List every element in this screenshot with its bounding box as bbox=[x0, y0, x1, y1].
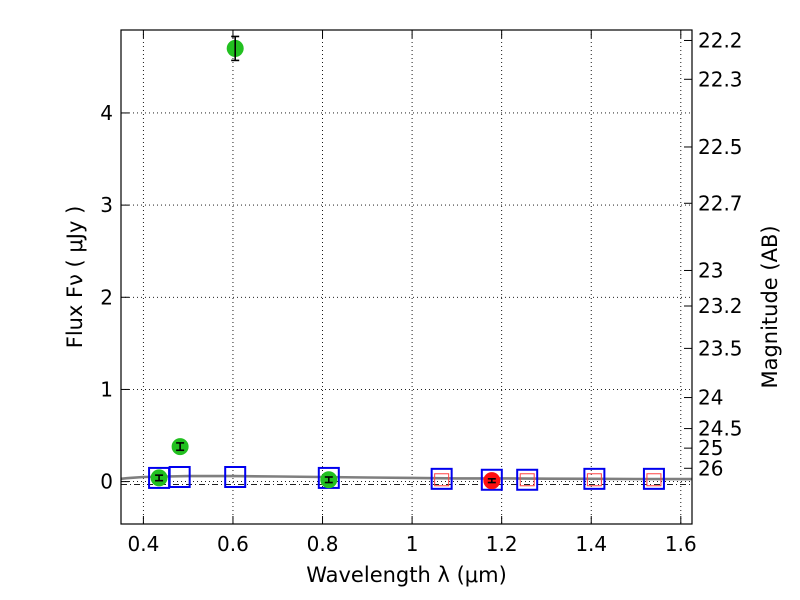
model-square-blue-4 bbox=[430, 467, 453, 490]
right-tick-label: 22.5 bbox=[698, 135, 743, 159]
right-tick-label: 26 bbox=[698, 456, 723, 480]
y-tick-label: 1 bbox=[100, 377, 113, 401]
right-tick-label: 25 bbox=[698, 436, 723, 460]
y-axis-label-right: Magnitude (AB) bbox=[758, 225, 782, 388]
model-square-blue-5 bbox=[480, 468, 503, 491]
plot-frame bbox=[120, 29, 693, 525]
model-square-red-2 bbox=[586, 473, 602, 487]
model-square-red-1 bbox=[519, 473, 535, 487]
right-tick-label: 22.7 bbox=[698, 191, 743, 215]
plot-lines bbox=[120, 474, 693, 485]
x-tick-label: 1 bbox=[406, 532, 419, 556]
right-tick-label: 23 bbox=[698, 258, 723, 282]
sed_model-line bbox=[120, 474, 693, 481]
model-square-blue-2 bbox=[224, 465, 247, 488]
model-square-blue-8 bbox=[642, 467, 665, 490]
y-tick-label: 3 bbox=[100, 193, 113, 217]
right-tick-label: 23.5 bbox=[698, 336, 743, 360]
y-tick-label: 4 bbox=[100, 101, 113, 125]
model-square-blue-6 bbox=[516, 468, 539, 491]
right-tick-label: 22.3 bbox=[698, 67, 743, 91]
grid bbox=[121, 30, 692, 524]
x-tick-label: 0.4 bbox=[127, 532, 159, 556]
x-axis-label: Wavelength λ (μm) bbox=[306, 563, 507, 587]
y-tick-label: 0 bbox=[100, 470, 113, 494]
y-tick-label: 2 bbox=[100, 285, 113, 309]
ticks: 0.4 0.6 0.8 1 1.2 1.4 1.60123422.222.322.522.7… bbox=[100, 28, 742, 556]
model-square-red-3 bbox=[646, 473, 662, 487]
right-tick-label: 24 bbox=[698, 386, 723, 410]
right-tick-label: 23.2 bbox=[698, 294, 743, 318]
model-square-blue-1 bbox=[168, 465, 191, 488]
right-tick-label: 24.5 bbox=[698, 417, 743, 441]
x-tick-label: 1.2 bbox=[486, 532, 518, 556]
x-tick-label: 0.8 bbox=[307, 532, 339, 556]
y-axis-label-left: Flux Fν ( μJy ) bbox=[63, 206, 87, 349]
model-square-blue-7 bbox=[583, 467, 606, 490]
x-tick-label: 1.6 bbox=[665, 532, 697, 556]
model-square-red-0 bbox=[434, 473, 450, 487]
right-tick-label: 22.2 bbox=[698, 28, 743, 52]
x-tick-label: 0.6 bbox=[217, 532, 249, 556]
plot-markers bbox=[148, 35, 665, 491]
x-tick-label: 1.4 bbox=[575, 532, 607, 556]
